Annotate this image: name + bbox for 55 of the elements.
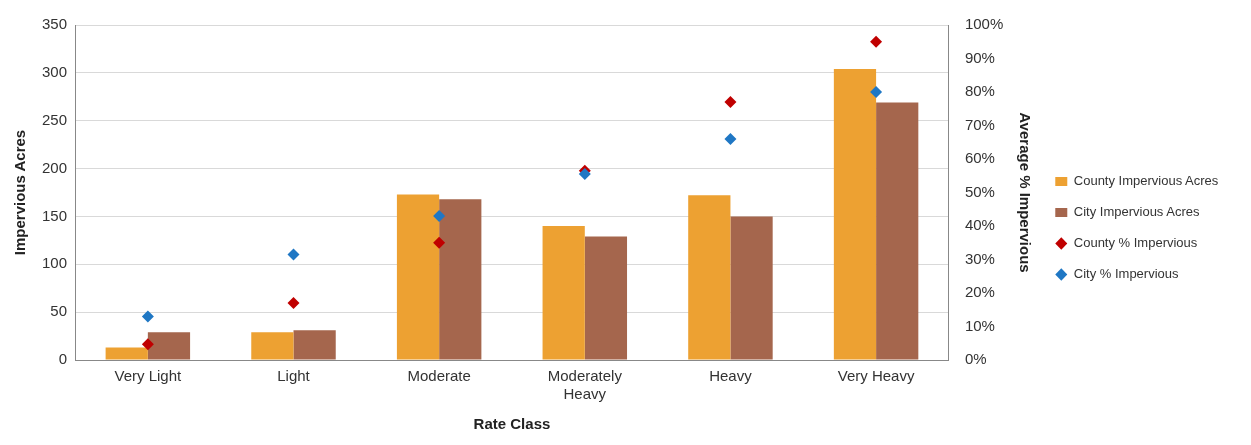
- y-tick-label: 300: [42, 63, 68, 80]
- x-tick-label: Very Heavy: [837, 367, 915, 385]
- y2-tick-label: 80%: [964, 82, 995, 100]
- x-tick-label: Heavy: [709, 367, 753, 385]
- point: [870, 86, 883, 98]
- point: [433, 236, 446, 249]
- x-tick-label: Very Light: [114, 367, 183, 385]
- y-tick-label: 250: [42, 110, 68, 128]
- y2-axis-title: Average % Impervious: [1017, 112, 1035, 273]
- x-axis-title: Rate Class: [473, 415, 551, 433]
- bar: [730, 216, 773, 360]
- y2-tick-label: 90%: [964, 48, 995, 66]
- y2-tick-label: 0%: [964, 350, 987, 368]
- bar: [688, 195, 731, 360]
- y-tick-label: 200: [42, 158, 68, 176]
- y-tick-label: 350: [42, 15, 68, 33]
- point: [287, 248, 300, 261]
- y-axis-title: Impervious Acres: [11, 129, 29, 256]
- x-tick-label: Light: [277, 367, 311, 385]
- y-tick-label: 100: [42, 254, 68, 272]
- point: [287, 297, 300, 310]
- bar: [876, 102, 919, 360]
- bar: [105, 347, 148, 360]
- point: [724, 96, 737, 109]
- bar: [542, 226, 585, 360]
- point: [141, 338, 154, 351]
- bar: [147, 332, 191, 360]
- point: [870, 35, 883, 48]
- point: [724, 132, 737, 145]
- bar: [584, 236, 628, 360]
- y-tick-label: 0: [58, 350, 68, 368]
- bar: [833, 69, 877, 360]
- y2-tick-label: 40%: [964, 216, 995, 234]
- legend-label: City Impervious Acres: [1073, 204, 1200, 220]
- y2-tick-label: 100%: [964, 15, 1004, 33]
- y2-tick-label: 10%: [964, 316, 995, 334]
- y2-tick-label: 20%: [964, 283, 995, 301]
- bar: [293, 330, 336, 360]
- y2-tick-label: 30%: [964, 249, 995, 267]
- point: [141, 310, 154, 323]
- y2-tick-label: 60%: [964, 149, 995, 167]
- legend-label: County % Impervious: [1073, 235, 1198, 251]
- point: [433, 209, 446, 222]
- x-tick-label: Moderate: [407, 367, 471, 385]
- y2-tick-label: 70%: [964, 115, 995, 133]
- legend-label: County Impervious Acres: [1073, 173, 1219, 189]
- point: [578, 168, 591, 181]
- legend-label: City % Impervious: [1073, 266, 1180, 282]
- bar: [439, 199, 482, 360]
- bar: [251, 332, 294, 360]
- y-tick-label: 150: [42, 206, 68, 224]
- x-tick-label: Moderately Heavy: [547, 367, 623, 403]
- bar: [396, 194, 440, 360]
- y2-tick-label: 50%: [964, 182, 995, 200]
- y-tick-label: 50: [50, 302, 68, 320]
